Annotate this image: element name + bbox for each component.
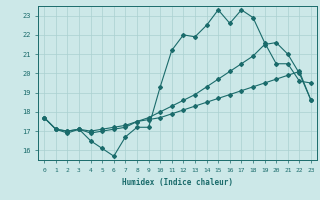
X-axis label: Humidex (Indice chaleur): Humidex (Indice chaleur) — [122, 178, 233, 187]
